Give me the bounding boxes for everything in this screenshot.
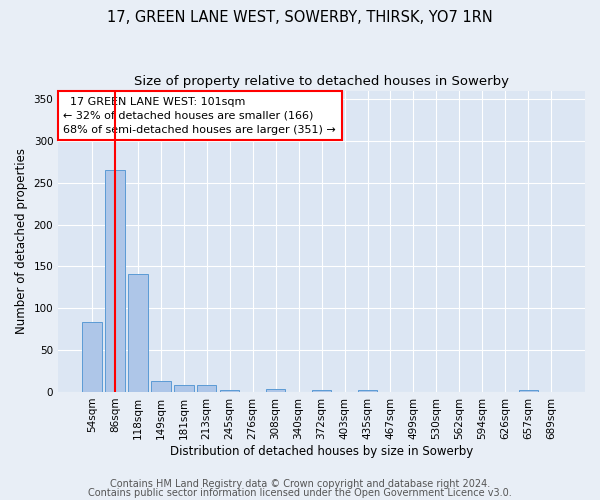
Text: Contains HM Land Registry data © Crown copyright and database right 2024.: Contains HM Land Registry data © Crown c… [110,479,490,489]
Bar [518,390,538,392]
Bar [220,390,239,392]
Bar [82,322,101,392]
Bar [312,390,331,392]
Bar [174,386,194,392]
Bar [105,170,125,392]
Text: 17, GREEN LANE WEST, SOWERBY, THIRSK, YO7 1RN: 17, GREEN LANE WEST, SOWERBY, THIRSK, YO… [107,10,493,25]
Bar [266,390,286,392]
Text: 17 GREEN LANE WEST: 101sqm  
← 32% of detached houses are smaller (166)
68% of s: 17 GREEN LANE WEST: 101sqm ← 32% of deta… [64,96,336,134]
Text: Contains public sector information licensed under the Open Government Licence v3: Contains public sector information licen… [88,488,512,498]
Bar [151,381,170,392]
X-axis label: Distribution of detached houses by size in Sowerby: Distribution of detached houses by size … [170,444,473,458]
Y-axis label: Number of detached properties: Number of detached properties [15,148,28,334]
Bar [358,390,377,392]
Title: Size of property relative to detached houses in Sowerby: Size of property relative to detached ho… [134,75,509,88]
Bar [197,386,217,392]
Bar [128,274,148,392]
